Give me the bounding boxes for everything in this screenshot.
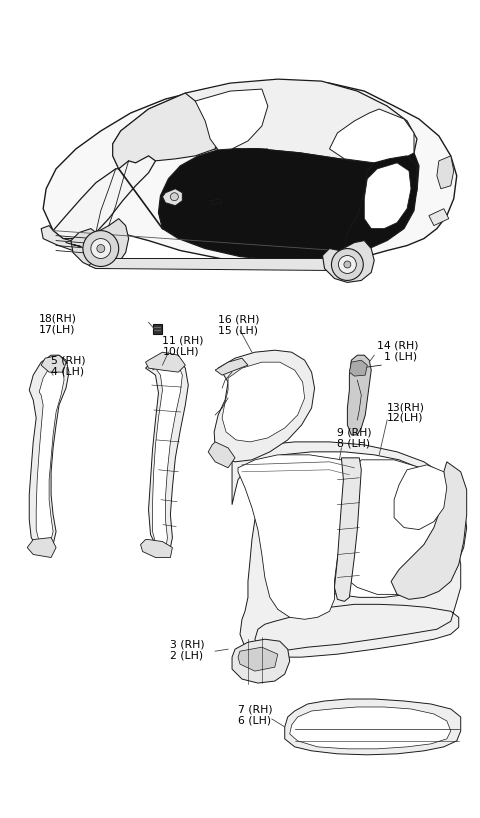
Circle shape [97, 245, 105, 253]
Circle shape [91, 239, 111, 258]
Text: 15 (LH): 15 (LH) [218, 326, 258, 335]
Polygon shape [71, 218, 129, 268]
Polygon shape [145, 355, 188, 550]
Polygon shape [238, 647, 278, 671]
Polygon shape [238, 455, 357, 619]
Polygon shape [429, 209, 449, 226]
Text: 17(LH): 17(LH) [39, 324, 76, 335]
Circle shape [332, 249, 363, 281]
Polygon shape [41, 355, 66, 372]
Text: 11 (RH): 11 (RH) [162, 335, 204, 345]
Polygon shape [141, 540, 172, 558]
Polygon shape [285, 699, 461, 755]
Text: 9 (RH): 9 (RH) [337, 428, 372, 438]
Text: 3 (RH): 3 (RH) [170, 639, 205, 649]
Polygon shape [232, 639, 290, 683]
Polygon shape [153, 324, 162, 335]
Text: 12(LH): 12(LH) [387, 413, 424, 423]
Polygon shape [391, 462, 467, 600]
Polygon shape [158, 149, 419, 260]
Polygon shape [208, 442, 235, 468]
Circle shape [83, 231, 119, 267]
Polygon shape [364, 163, 411, 228]
Text: 7 (RH): 7 (RH) [238, 705, 273, 715]
Polygon shape [349, 360, 367, 376]
Text: 2 (LH): 2 (LH) [170, 650, 204, 660]
Polygon shape [113, 93, 218, 169]
Polygon shape [240, 149, 268, 236]
Polygon shape [153, 360, 182, 546]
Text: 1 (LH): 1 (LH) [377, 351, 417, 362]
Polygon shape [339, 460, 451, 595]
Polygon shape [214, 350, 314, 462]
Polygon shape [29, 355, 69, 551]
Polygon shape [195, 89, 268, 150]
Polygon shape [323, 240, 374, 282]
Polygon shape [348, 355, 371, 435]
Polygon shape [335, 458, 361, 601]
Polygon shape [162, 189, 182, 205]
Polygon shape [41, 226, 101, 258]
Polygon shape [394, 465, 447, 529]
Text: 13(RH): 13(RH) [387, 402, 425, 412]
Polygon shape [27, 537, 56, 558]
Polygon shape [145, 353, 185, 372]
Text: 14 (RH): 14 (RH) [377, 340, 419, 350]
Polygon shape [36, 362, 64, 545]
Polygon shape [43, 81, 457, 263]
Polygon shape [222, 362, 305, 442]
Polygon shape [437, 156, 454, 189]
Polygon shape [89, 258, 339, 271]
Polygon shape [232, 442, 467, 657]
Polygon shape [290, 707, 451, 748]
Text: 16 (RH): 16 (RH) [218, 314, 260, 324]
Text: 10(LH): 10(LH) [162, 346, 199, 356]
Polygon shape [215, 358, 248, 375]
Text: 4 (LH): 4 (LH) [51, 366, 84, 376]
Polygon shape [113, 79, 417, 169]
Circle shape [344, 261, 351, 268]
Text: 5 (RH): 5 (RH) [51, 355, 86, 365]
Circle shape [338, 255, 356, 273]
Circle shape [170, 193, 179, 200]
Polygon shape [329, 109, 414, 163]
Text: 8 (LH): 8 (LH) [337, 439, 371, 449]
Text: 18(RH): 18(RH) [39, 313, 77, 323]
Polygon shape [53, 156, 156, 239]
Polygon shape [344, 156, 417, 253]
Text: 6 (LH): 6 (LH) [238, 716, 271, 726]
